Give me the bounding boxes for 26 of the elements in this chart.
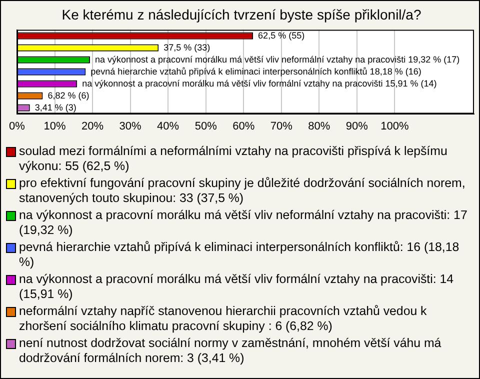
legend-label: pro efektivní fungování pracovní skupiny je důležité dodržování sociálních norem, stanovených touto skupinou: 33 (37,5 %) bbox=[18, 176, 466, 206]
legend-label: neformální vztahy napříč stanovenou hierarchii pracovních vztahů vedou k zhoršení sociálního klimatu pracovní skupiny : 6 (6,82 %) bbox=[18, 304, 428, 334]
x-tick-label: 100% bbox=[380, 120, 409, 132]
data-label: 62,5 % (55) bbox=[258, 30, 305, 40]
x-tick-label: 30% bbox=[119, 120, 142, 132]
data-label: pevná hierarchie vztahů připívá k eliminaci interpersonálních konfliktů 18,18 % (16) bbox=[90, 66, 422, 76]
x-tick-label: 10% bbox=[44, 120, 66, 132]
legend-label: není nutnost dodržovat sociální normy v zaměstnání, mnohém větší váhu má dodržování formálních norem: 3 (3,41 %) bbox=[18, 336, 442, 366]
legend-label: soulad mezi formálními a neformálními vztahy na pracovišti přispívá k lepšímu výkonu: 55 (62,5 %) bbox=[18, 144, 448, 174]
x-tick-label: 40% bbox=[157, 120, 180, 132]
legend-label: na výkonnost a pracovní morálku má větší vliv formální vztahy na pracovišti: 14 (15,91 %) bbox=[18, 272, 455, 302]
data-label: 37,5 % (33) bbox=[164, 42, 210, 52]
legend-label: pevná hierarchie vztahů připívá k eliminaci interpersonálních konfliktů: 16 (18,18 %) bbox=[18, 240, 460, 270]
data-label: na výkonnost a pracovní morálku má větší vliv neformální vztahy na pracovišti 19,32 % (17) bbox=[94, 54, 460, 64]
chart-title: Ke kterému z následujících tvrzení byste spíše přiklonil/a? bbox=[62, 6, 422, 22]
data-label: na výkonnost a pracovní morálku má větší vliv formální vztahy na pracovišti 15,91 % (14) bbox=[82, 78, 437, 88]
x-tick-label: 20% bbox=[82, 120, 104, 132]
legend-label: na výkonnost a pracovní morálku má větší vliv neformální vztahy na pracovišti: 17 (19,32 %) bbox=[18, 208, 468, 238]
x-tick-label: 50% bbox=[194, 120, 218, 132]
x-tick-label: 60% bbox=[232, 120, 255, 132]
x-tick-label: 90% bbox=[346, 120, 368, 132]
x-tick-label: 70% bbox=[270, 120, 293, 132]
x-tick-label: 80% bbox=[308, 120, 330, 132]
x-tick-label: 0% bbox=[9, 120, 26, 132]
data-label: 3,41 % (3) bbox=[34, 102, 76, 112]
data-label: 6,82 % (6) bbox=[48, 90, 90, 100]
